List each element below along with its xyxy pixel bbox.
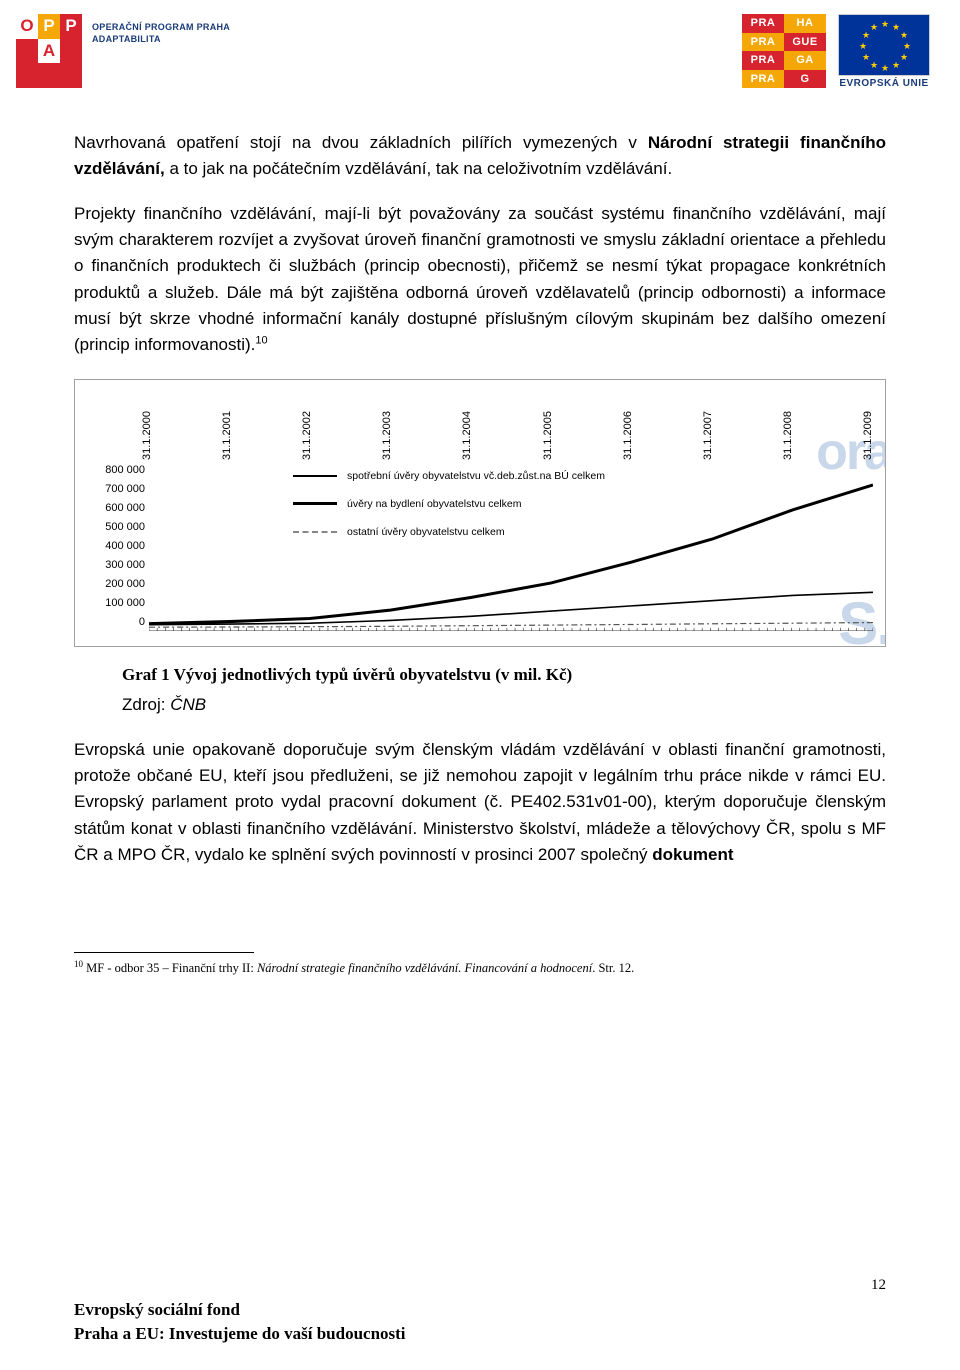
chart-x-labels: 31.1.200031.1.200131.1.200231.1.200331.1… [153, 392, 875, 462]
footnote: 10 MF - odbor 35 – Finanční trhy II: Nár… [74, 959, 886, 976]
p3-text-a: Evropská unie opakovaně doporučuje svým … [74, 740, 886, 864]
p1-text-a: Navrhovaná opatření stojí na dvou základ… [74, 133, 648, 152]
chart-legend: spotřební úvěry obyvatelstvu vč.deb.zůst… [293, 470, 605, 554]
eu-block: ★★★★★★★★★★★★ EVROPSKÁ UNIE [838, 14, 930, 89]
chart-source-name: ČNB [170, 695, 206, 714]
chart-y-labels: 800 000700 000600 000500 000400 000300 0… [79, 464, 145, 628]
praha-logo: PRAHAPRAGUEPRAGAPRAG [742, 14, 826, 88]
footer-line-1: Evropský sociální fond [74, 1298, 406, 1322]
chart-source: Zdroj: ČNB [122, 695, 886, 715]
p2-text: Projekty finančního vzdělávání, mají-li … [74, 204, 886, 355]
paragraph-2: Projekty finančního vzdělávání, mají-li … [74, 201, 886, 359]
footnote-text-italic: Národní strategie finančního vzdělávání.… [257, 962, 592, 976]
chart-container: ora S. 31.1.200031.1.200131.1.200231.1.2… [74, 379, 886, 647]
eu-flag-icon: ★★★★★★★★★★★★ [838, 14, 930, 76]
chart-caption: Graf 1 Vývoj jednotlivých typů úvěrů oby… [122, 665, 886, 685]
paragraph-1: Navrhovaná opatření stojí na dvou základ… [74, 130, 886, 183]
p1-text-c: a to jak na počátečním vzdělávání, tak n… [165, 159, 672, 178]
oppa-text-line2: ADAPTABILITA [92, 34, 230, 46]
footnote-separator [74, 952, 254, 953]
page-content: Navrhovaná opatření stojí na dvou základ… [0, 100, 960, 977]
page-header: OPPA OPERAČNÍ PROGRAM PRAHA ADAPTABILITA… [0, 0, 960, 100]
p3-text-b: dokument [652, 845, 733, 864]
logo-right-block: PRAHAPRAGUEPRAGAPRAG ★★★★★★★★★★★★ EVROPS… [742, 14, 930, 89]
footer: Evropský sociální fond Praha a EU: Inves… [74, 1298, 406, 1346]
footnote-text-a: MF - odbor 35 – Finanční trhy II: [83, 962, 257, 976]
p2-footnote-ref: 10 [255, 335, 267, 347]
oppa-program-text: OPERAČNÍ PROGRAM PRAHA ADAPTABILITA [92, 14, 230, 45]
eu-label: EVROPSKÁ UNIE [839, 78, 928, 89]
oppa-text-line1: OPERAČNÍ PROGRAM PRAHA [92, 22, 230, 34]
footer-line-2: Praha a EU: Investujeme do vaší budoucno… [74, 1322, 406, 1346]
paragraph-3: Evropská unie opakovaně doporučuje svým … [74, 737, 886, 869]
chart-source-prefix: Zdroj: [122, 695, 170, 714]
footnote-number: 10 [74, 959, 83, 969]
logo-left-block: OPPA OPERAČNÍ PROGRAM PRAHA ADAPTABILITA [16, 14, 230, 88]
footnote-text-b: . Str. 12. [592, 962, 634, 976]
page-number: 12 [871, 1277, 886, 1294]
oppa-logo: OPPA [16, 14, 82, 88]
chart-caption-block: Graf 1 Vývoj jednotlivých typů úvěrů oby… [74, 665, 886, 715]
